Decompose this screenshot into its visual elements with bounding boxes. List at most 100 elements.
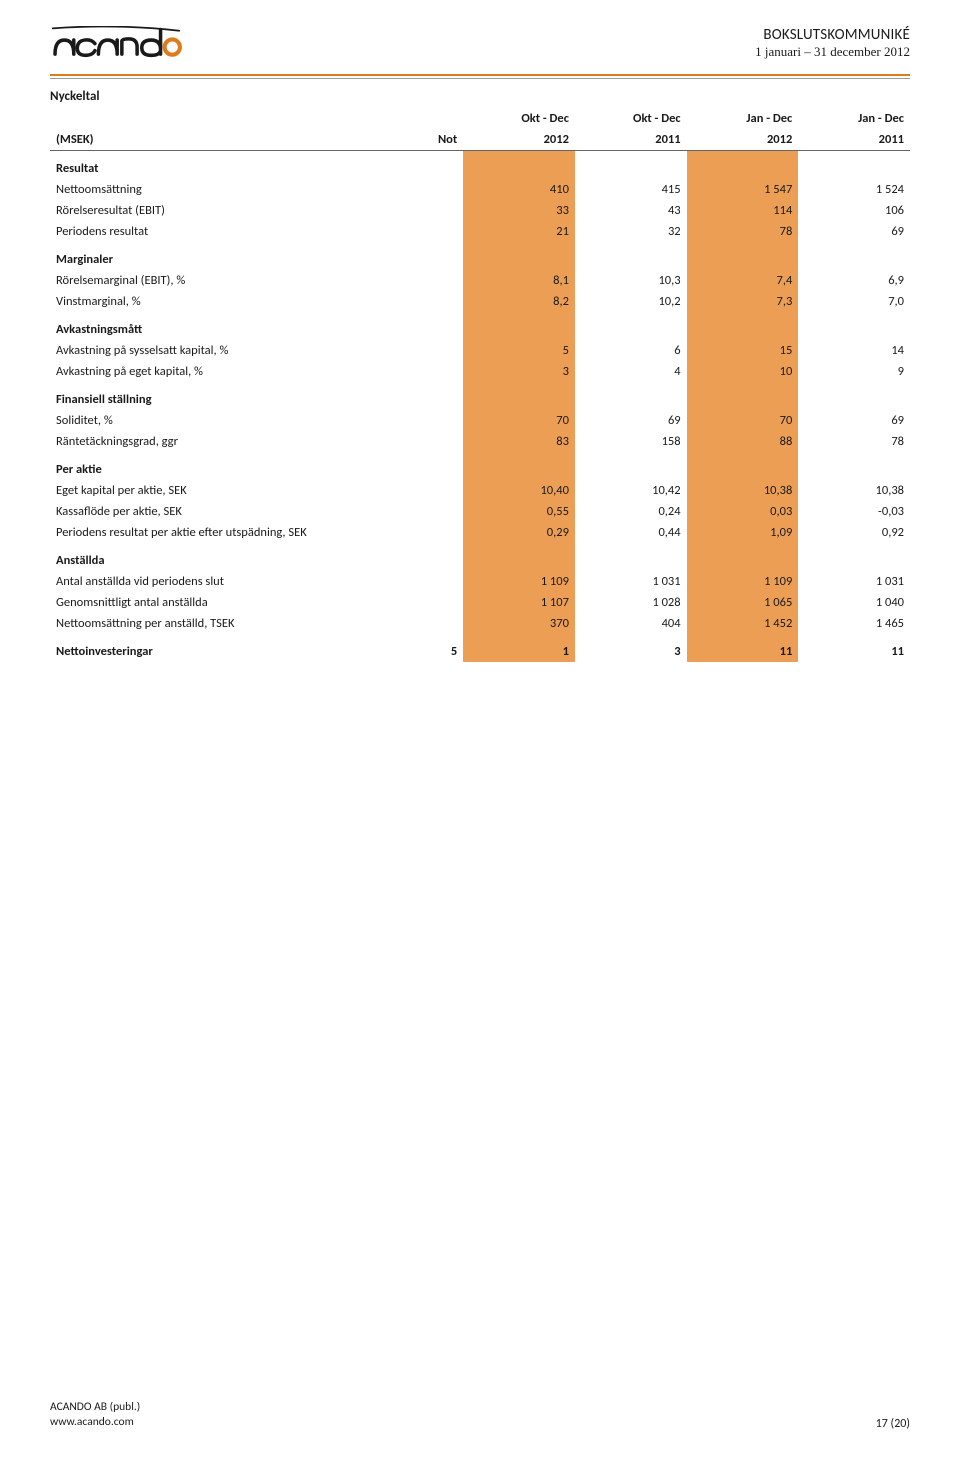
row-value — [687, 543, 799, 571]
row-label: Per aktie — [50, 452, 419, 480]
row-value: Okt - Dec — [575, 108, 687, 129]
row-not — [419, 108, 464, 129]
row-label: Eget kapital per aktie, SEK — [50, 480, 419, 501]
row-value: 1 452 — [687, 613, 799, 634]
row-value: 3 — [575, 634, 687, 662]
row-value — [798, 382, 910, 410]
key-figures-table: Okt - DecOkt - DecJan - DecJan - Dec(MSE… — [50, 108, 910, 662]
row-not — [419, 522, 464, 543]
row-value: 69 — [798, 221, 910, 242]
section-title: Nyckeltal — [50, 89, 910, 104]
row-label: Räntetäckningsgrad, ggr — [50, 431, 419, 452]
row-label: Nettoomsättning — [50, 179, 419, 200]
row-not — [419, 200, 464, 221]
row-value: 3 — [463, 361, 575, 382]
page-header: BOKSLUTSKOMMUNIKÉ 1 januari – 31 decembe… — [50, 26, 910, 60]
row-label: Marginaler — [50, 242, 419, 270]
row-value: 1 065 — [687, 592, 799, 613]
row-not — [419, 431, 464, 452]
row-label: Kassaflöde per aktie, SEK — [50, 501, 419, 522]
row-value: 78 — [687, 221, 799, 242]
row-label: Resultat — [50, 151, 419, 180]
row-value: 1 028 — [575, 592, 687, 613]
row-value: 1 547 — [687, 179, 799, 200]
row-value: 6 — [575, 340, 687, 361]
row-value — [575, 382, 687, 410]
row-label: Periodens resultat — [50, 221, 419, 242]
row-label: Genomsnittligt antal anställda — [50, 592, 419, 613]
row-label: Periodens resultat per aktie efter utspä… — [50, 522, 419, 543]
row-value: 10 — [687, 361, 799, 382]
row-not — [419, 382, 464, 410]
row-value: 43 — [575, 200, 687, 221]
row-value: 1 040 — [798, 592, 910, 613]
row-label: Avkastning på eget kapital, % — [50, 361, 419, 382]
row-not: 5 — [419, 634, 464, 662]
row-value — [575, 242, 687, 270]
row-not — [419, 242, 464, 270]
row-value: 10,40 — [463, 480, 575, 501]
row-value — [687, 312, 799, 340]
row-not — [419, 270, 464, 291]
row-value: Jan - Dec — [687, 108, 799, 129]
row-value — [798, 452, 910, 480]
row-label: (MSEK) — [50, 129, 419, 151]
row-value: 11 — [687, 634, 799, 662]
row-value — [798, 151, 910, 180]
row-value: 0,55 — [463, 501, 575, 522]
row-not — [419, 340, 464, 361]
row-value: 21 — [463, 221, 575, 242]
row-not — [419, 452, 464, 480]
row-not — [419, 543, 464, 571]
row-value: 15 — [687, 340, 799, 361]
row-value: 7,4 — [687, 270, 799, 291]
row-value: 1 — [463, 634, 575, 662]
row-value: 2012 — [687, 129, 799, 151]
row-value: 88 — [687, 431, 799, 452]
row-value: 7,3 — [687, 291, 799, 312]
row-value — [687, 151, 799, 180]
row-label: Avkastning på sysselsatt kapital, % — [50, 340, 419, 361]
row-value: 404 — [575, 613, 687, 634]
row-value: 8,2 — [463, 291, 575, 312]
row-value: 1 465 — [798, 613, 910, 634]
row-value: Okt - Dec — [463, 108, 575, 129]
row-value — [687, 242, 799, 270]
footer-url: www.acando.com — [50, 1415, 140, 1431]
row-value — [463, 312, 575, 340]
row-value: 1 031 — [798, 571, 910, 592]
row-not — [419, 571, 464, 592]
rule-grey — [50, 78, 910, 79]
row-value: 415 — [575, 179, 687, 200]
row-value: 1 524 — [798, 179, 910, 200]
row-label: Finansiell ställning — [50, 382, 419, 410]
row-value — [575, 312, 687, 340]
row-value: 1 109 — [687, 571, 799, 592]
row-value: 69 — [798, 410, 910, 431]
row-value: 7,0 — [798, 291, 910, 312]
row-not — [419, 291, 464, 312]
row-not — [419, 592, 464, 613]
row-not — [419, 312, 464, 340]
row-value: 0,24 — [575, 501, 687, 522]
row-value: 70 — [687, 410, 799, 431]
row-label: Antal anställda vid periodens slut — [50, 571, 419, 592]
row-value — [687, 382, 799, 410]
row-value: 33 — [463, 200, 575, 221]
row-value — [463, 151, 575, 180]
row-value: 10,42 — [575, 480, 687, 501]
row-value: 14 — [798, 340, 910, 361]
row-label: Rörelseresultat (EBIT) — [50, 200, 419, 221]
row-value — [575, 543, 687, 571]
row-value — [798, 543, 910, 571]
row-not — [419, 221, 464, 242]
row-label: Vinstmarginal, % — [50, 291, 419, 312]
row-value — [575, 452, 687, 480]
row-value: 10,2 — [575, 291, 687, 312]
row-value: -0,03 — [798, 501, 910, 522]
company-logo — [50, 26, 182, 60]
row-value: 0,92 — [798, 522, 910, 543]
row-value: 9 — [798, 361, 910, 382]
row-value: 1,09 — [687, 522, 799, 543]
row-value: 158 — [575, 431, 687, 452]
